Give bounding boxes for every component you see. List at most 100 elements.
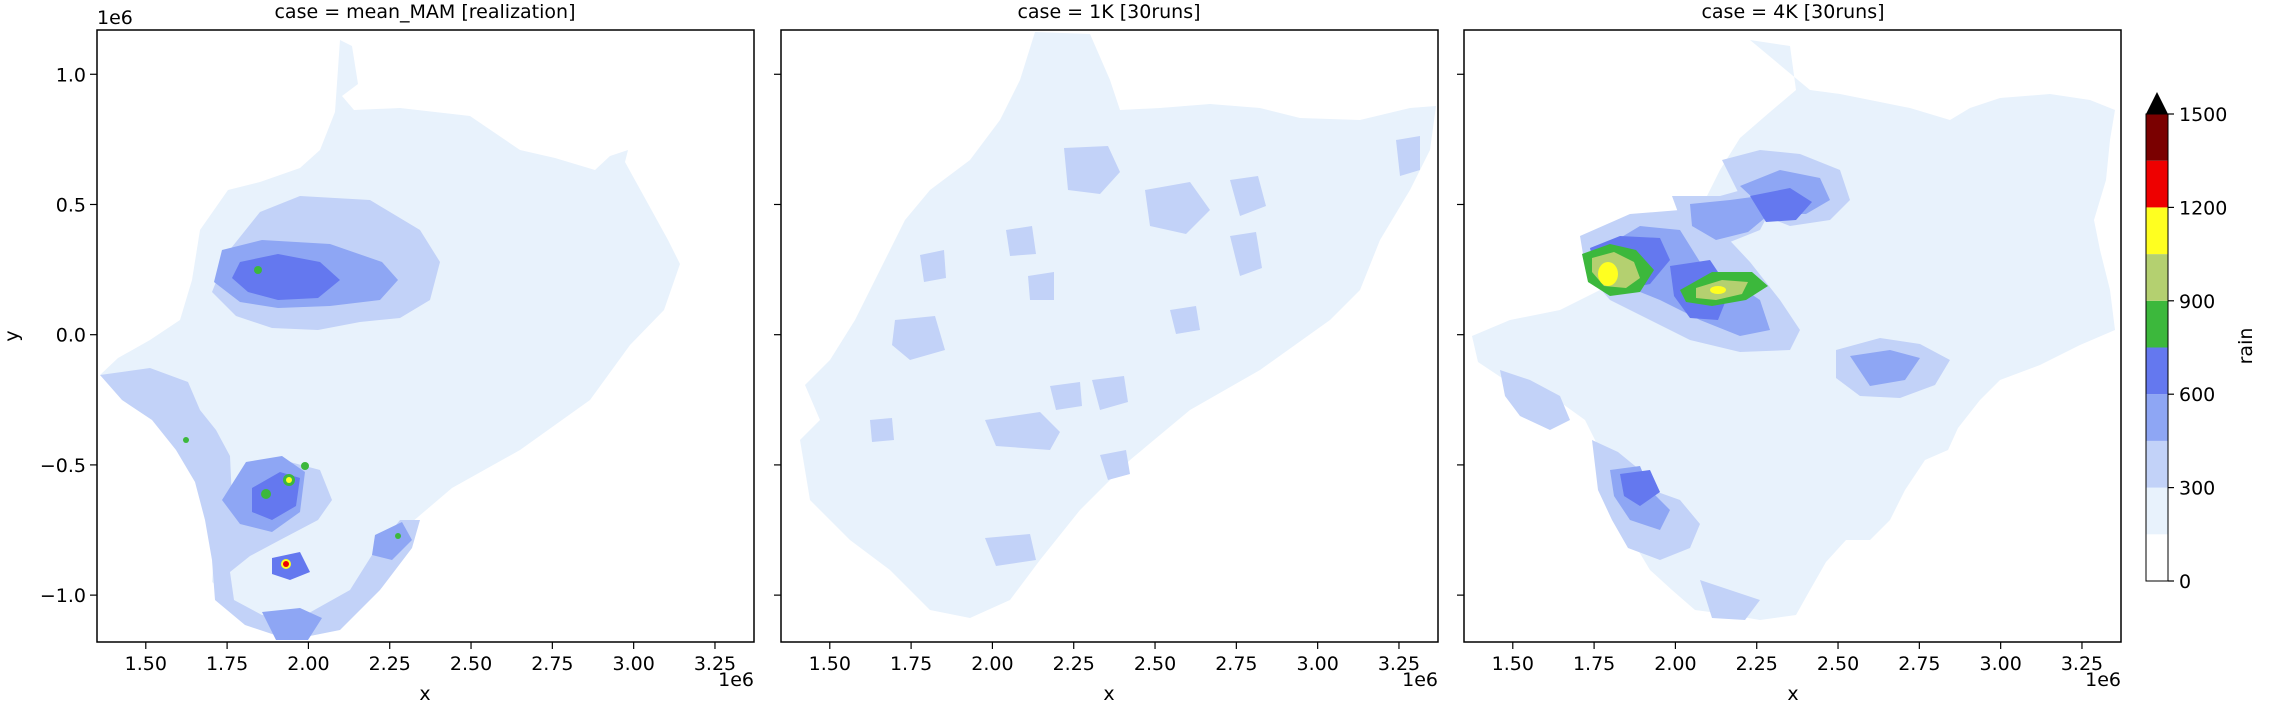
panel-4k: case = 4K [30runs] 1 xyxy=(1457,1,2122,705)
y-axis xyxy=(1457,73,1464,596)
rain-area-strong xyxy=(232,254,340,300)
rain-area-strong xyxy=(1620,470,1660,506)
panel-title: case = 1K [30runs] xyxy=(1017,1,1200,23)
colorbar-band xyxy=(2146,160,2168,208)
y-tick-label: −0.5 xyxy=(40,455,86,477)
colorbar-tick-label: 600 xyxy=(2179,384,2215,406)
rain-area-yellow xyxy=(1598,262,1618,286)
x-tick-label: 1.50 xyxy=(125,653,167,675)
x-tick-label: 3.00 xyxy=(1980,653,2022,675)
colorbar-band xyxy=(2146,300,2168,348)
colorbar-band xyxy=(2146,114,2168,161)
x-tick-label: 2.75 xyxy=(1898,653,1940,675)
rain-area-light xyxy=(1396,136,1420,176)
x-tick-label: 1.50 xyxy=(1492,653,1534,675)
rain-area-light xyxy=(920,250,946,282)
panel-title: case = 4K [30runs] xyxy=(1701,1,1884,23)
colorbar-extend-max xyxy=(2146,92,2168,114)
colorbar-bands xyxy=(2146,114,2168,581)
rain-area-medium xyxy=(372,522,412,560)
panel-1k: case = 1K [30runs] 1.50 1.75 2.00 2.25 2.50 2… xyxy=(774,1,1439,705)
rain-peak-green xyxy=(254,266,262,274)
x-axis: 1.50 1.75 2.00 2.25 2.50 2.75 3.00 3.25 xyxy=(809,642,1420,675)
y-tick-label: 0.0 xyxy=(56,325,86,347)
x-tick-label: 2.00 xyxy=(971,653,1013,675)
axes-frame xyxy=(96,29,755,643)
rain-area-light xyxy=(1145,182,1210,234)
x-tick-label: 2.00 xyxy=(287,653,329,675)
x-tick-label: 2.50 xyxy=(450,653,492,675)
colorbar-ticks: 0 300 600 900 1200 1500 xyxy=(2168,104,2227,593)
colorbar-band xyxy=(2146,487,2168,535)
rain-peak-green xyxy=(395,533,401,539)
rain-area-light xyxy=(1230,176,1266,216)
colorbar-band xyxy=(2146,440,2168,488)
rain-area-light xyxy=(985,412,1060,450)
x-axis-label: x xyxy=(1787,683,1798,705)
rain-field xyxy=(100,40,680,640)
rain-area-light xyxy=(1230,232,1262,276)
rain-peak-green xyxy=(183,437,189,443)
x-axis-label: x xyxy=(419,683,430,705)
x-axis-label: x xyxy=(1103,683,1114,705)
rain-area-light xyxy=(1028,272,1054,300)
rain-area-light xyxy=(985,534,1036,566)
rain-area-medium xyxy=(262,608,322,640)
colorbar-tick-label: 1200 xyxy=(2179,197,2227,219)
x-offset-label: 1e6 xyxy=(2085,669,2121,691)
rain-peak-green xyxy=(261,489,271,499)
y-tick-label: 1.0 xyxy=(56,64,86,86)
rain-field xyxy=(800,32,1436,618)
rain-area-light xyxy=(892,316,945,360)
rain-area-light xyxy=(1006,226,1036,256)
colorbar-band xyxy=(2146,207,2168,255)
x-tick-label: 2.75 xyxy=(531,653,573,675)
colorbar: 0 300 600 900 1200 1500 rain xyxy=(2145,92,2257,593)
rain-peak-red xyxy=(283,561,289,567)
x-tick-label: 3.25 xyxy=(694,653,736,675)
colorbar-frame xyxy=(2145,113,2169,582)
rain-peak-yellow xyxy=(286,477,292,483)
rain-area-light xyxy=(1700,580,1760,620)
rain-area-light xyxy=(870,418,894,442)
rain-area-light xyxy=(1100,450,1130,480)
rain-field xyxy=(1472,40,2115,620)
x-tick-label: 3.00 xyxy=(613,653,655,675)
x-tick-label: 2.50 xyxy=(1134,653,1176,675)
rain-area-medium xyxy=(1690,196,1772,240)
colorbar-band xyxy=(2146,394,2168,441)
colorbar-tick-label: 0 xyxy=(2179,571,2191,593)
x-axis: 1.50 1.75 2.00 2.25 2.50 2.75 3.00 3.25 xyxy=(125,642,736,675)
rain-area-yellow xyxy=(1710,286,1726,294)
y-axis: 1.0 0.5 0.0 −0.5 −1.0 xyxy=(40,64,97,607)
x-tick-label: 1.50 xyxy=(809,653,851,675)
x-offset-label: 1e6 xyxy=(718,669,754,691)
axes-frame xyxy=(1463,29,2122,643)
x-tick-label: 1.75 xyxy=(890,653,932,675)
rain-area-light xyxy=(1500,370,1570,430)
rain-area-strong xyxy=(272,552,310,580)
rain-area-strong xyxy=(1750,188,1812,222)
x-tick-label: 3.00 xyxy=(1297,653,1339,675)
rain-area-light xyxy=(1092,376,1128,410)
colorbar-band xyxy=(2146,347,2168,395)
colorbar-tick-label: 1500 xyxy=(2179,104,2227,126)
x-axis: 1.50 1.75 2.00 2.25 2.50 2.75 3.00 3.25 xyxy=(1492,642,2103,675)
x-tick-label: 1.75 xyxy=(1573,653,1615,675)
x-tick-label: 2.75 xyxy=(1215,653,1257,675)
colorbar-label: rain xyxy=(2235,328,2257,365)
y-axis-label: y xyxy=(1,330,23,341)
x-tick-label: 2.50 xyxy=(1817,653,1859,675)
colorbar-tick-label: 900 xyxy=(2179,291,2215,313)
colorbar-band xyxy=(2146,254,2168,301)
panel-title: case = mean_MAM [realization] xyxy=(274,1,575,23)
x-tick-label: 2.25 xyxy=(1736,653,1778,675)
y-tick-label: −1.0 xyxy=(40,585,86,607)
x-tick-label: 3.25 xyxy=(2061,653,2103,675)
y-tick-label: 0.5 xyxy=(56,194,86,216)
x-tick-label: 2.25 xyxy=(1053,653,1095,675)
colorbar-tick-label: 300 xyxy=(2179,478,2215,500)
axes-frame xyxy=(780,29,1439,643)
x-tick-label: 2.00 xyxy=(1654,653,1696,675)
